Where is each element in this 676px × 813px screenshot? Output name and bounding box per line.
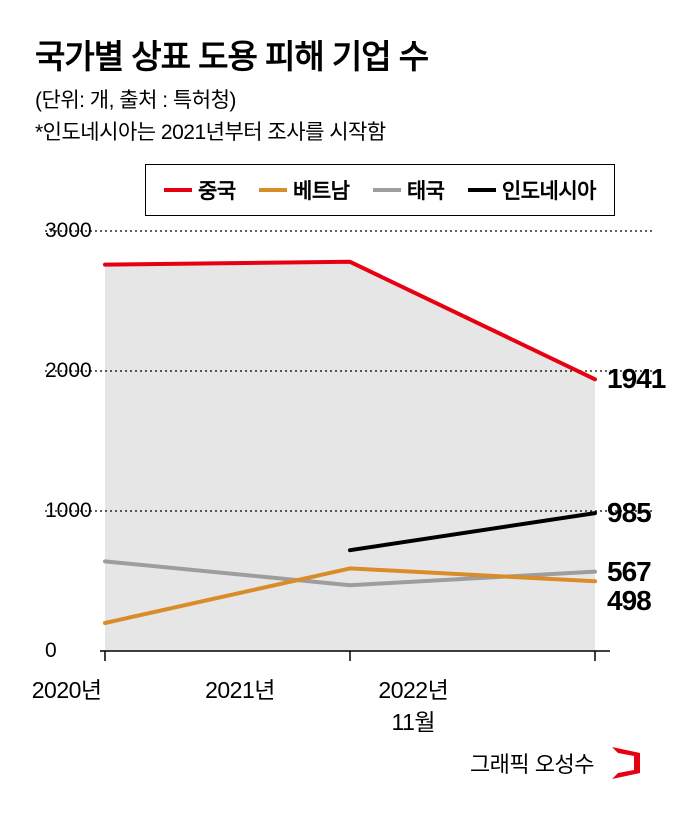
- end-value-label: 1941: [607, 363, 665, 395]
- credit-row: 그래픽 오성수: [470, 743, 646, 783]
- chart-title: 국가별 상표 도용 피해 기업 수: [35, 30, 656, 78]
- legend-swatch: [468, 188, 496, 192]
- y-tick-label: 2000: [45, 359, 102, 383]
- legend: 중국 베트남 태국 인도네시아: [145, 164, 615, 216]
- chart-area: 0100020003000 1941985567498: [45, 226, 655, 666]
- legend-label: 베트남: [293, 175, 349, 205]
- chart-subtitle: (단위: 개, 출처 : 특허청): [35, 84, 656, 114]
- credit-text: 그래픽 오성수: [470, 747, 594, 779]
- y-tick-label: 1000: [45, 499, 102, 523]
- x-tick-label: 2020년: [0, 674, 153, 738]
- x-axis-labels: 2020년2021년2022년11월: [0, 674, 500, 738]
- chart-svg: [45, 226, 655, 666]
- y-tick-label: 0: [45, 639, 67, 663]
- legend-label: 인도네시아: [502, 175, 596, 205]
- logo-shape: [612, 747, 640, 779]
- y-tick-label: 3000: [45, 219, 102, 243]
- legend-swatch: [164, 188, 192, 192]
- x-tick-label: 2022년11월: [327, 674, 500, 738]
- publisher-logo-icon: [606, 743, 646, 783]
- legend-item: 태국: [373, 175, 445, 205]
- legend-swatch: [373, 188, 401, 192]
- end-value-label: 498: [607, 585, 651, 617]
- x-tick-label: 2021년: [153, 674, 326, 738]
- legend-item: 중국: [164, 175, 236, 205]
- legend-label: 중국: [198, 175, 236, 205]
- legend-label: 태국: [407, 175, 445, 205]
- chart-note: *인도네시아는 2021년부터 조사를 시작함: [35, 116, 656, 146]
- end-value-label: 985: [607, 497, 651, 529]
- end-value-label: 567: [607, 556, 651, 588]
- legend-swatch: [259, 188, 287, 192]
- legend-item: 인도네시아: [468, 175, 596, 205]
- area-fill: [105, 262, 595, 651]
- legend-item: 베트남: [259, 175, 349, 205]
